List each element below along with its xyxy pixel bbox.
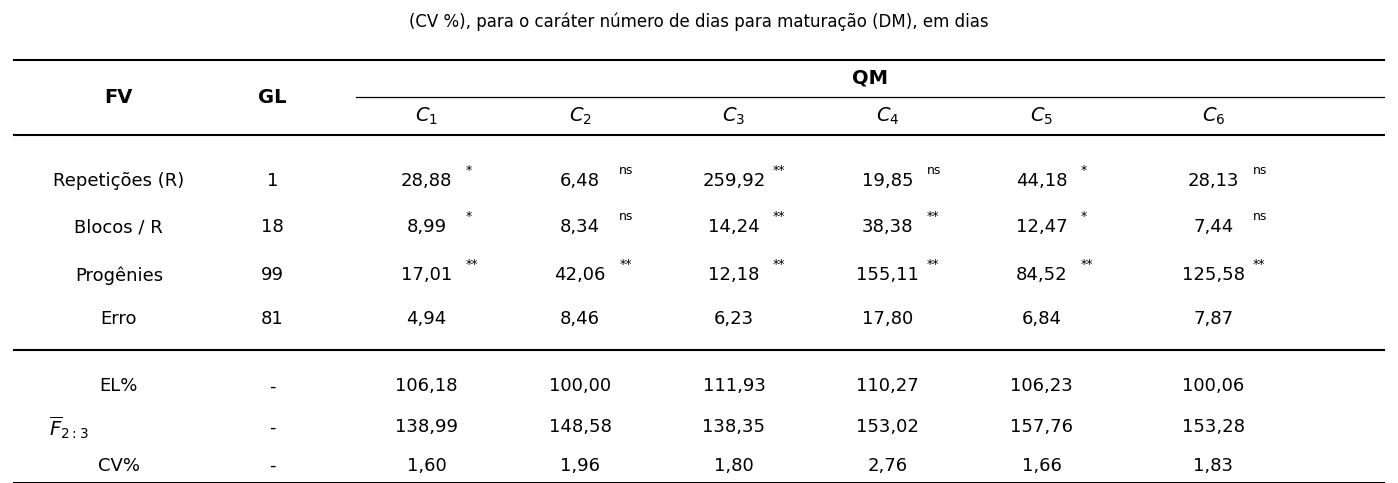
Text: 17,80: 17,80 — [863, 310, 913, 328]
Text: **: ** — [927, 258, 939, 271]
Text: 17,01: 17,01 — [401, 266, 452, 284]
Text: 138,99: 138,99 — [394, 418, 459, 437]
Text: ns: ns — [619, 164, 633, 177]
Text: 106,18: 106,18 — [396, 377, 457, 396]
Text: 19,85: 19,85 — [863, 172, 913, 190]
Text: $\overline{F}_{2:3}$: $\overline{F}_{2:3}$ — [49, 414, 88, 440]
Text: 44,18: 44,18 — [1016, 172, 1067, 190]
Text: ns: ns — [927, 164, 941, 177]
Text: 28,13: 28,13 — [1188, 172, 1239, 190]
Text: *: * — [466, 164, 471, 177]
Text: $C_5$: $C_5$ — [1030, 105, 1053, 127]
Text: 6,23: 6,23 — [714, 310, 754, 328]
Text: FV: FV — [105, 88, 133, 107]
Text: 14,24: 14,24 — [709, 218, 759, 236]
Text: 157,76: 157,76 — [1009, 418, 1074, 437]
Text: **: ** — [773, 164, 786, 177]
Text: 8,99: 8,99 — [407, 218, 446, 236]
Text: **: ** — [773, 258, 786, 271]
Text: **: ** — [1081, 258, 1093, 271]
Text: 28,88: 28,88 — [401, 172, 452, 190]
Text: -: - — [270, 457, 275, 475]
Text: 2,76: 2,76 — [868, 457, 907, 475]
Text: EL%: EL% — [99, 377, 138, 396]
Text: $C_1$: $C_1$ — [415, 105, 438, 127]
Text: 6,84: 6,84 — [1022, 310, 1061, 328]
Text: Erro: Erro — [101, 310, 137, 328]
Text: GL: GL — [259, 88, 287, 107]
Text: *: * — [1081, 164, 1086, 177]
Text: 153,28: 153,28 — [1181, 418, 1246, 437]
Text: 100,00: 100,00 — [549, 377, 611, 396]
Text: 1,80: 1,80 — [714, 457, 754, 475]
Text: 100,06: 100,06 — [1183, 377, 1244, 396]
Text: 1,60: 1,60 — [407, 457, 446, 475]
Text: $C_3$: $C_3$ — [723, 105, 745, 127]
Text: 106,23: 106,23 — [1011, 377, 1072, 396]
Text: 99: 99 — [261, 266, 284, 284]
Text: 18: 18 — [261, 218, 284, 236]
Text: ns: ns — [1253, 164, 1267, 177]
Text: 1,83: 1,83 — [1194, 457, 1233, 475]
Text: 1,66: 1,66 — [1022, 457, 1061, 475]
Text: **: ** — [927, 210, 939, 223]
Text: $C_4$: $C_4$ — [877, 105, 899, 127]
Text: **: ** — [466, 258, 478, 271]
Text: 259,92: 259,92 — [702, 172, 766, 190]
Text: ns: ns — [619, 210, 633, 223]
Text: 12,47: 12,47 — [1016, 218, 1067, 236]
Text: *: * — [466, 210, 471, 223]
Text: 111,93: 111,93 — [703, 377, 765, 396]
Text: Blocos / R: Blocos / R — [74, 218, 164, 236]
Text: 42,06: 42,06 — [555, 266, 605, 284]
Text: (CV %), para o caráter número de dias para maturação (DM), em dias: (CV %), para o caráter número de dias pa… — [410, 12, 988, 30]
Text: 155,11: 155,11 — [857, 266, 918, 284]
Text: *: * — [1081, 210, 1086, 223]
Text: 125,58: 125,58 — [1181, 266, 1246, 284]
Text: $C_2$: $C_2$ — [569, 105, 591, 127]
Text: CV%: CV% — [98, 457, 140, 475]
Text: 153,02: 153,02 — [857, 418, 918, 437]
Text: 6,48: 6,48 — [561, 172, 600, 190]
Text: 7,87: 7,87 — [1194, 310, 1233, 328]
Text: **: ** — [1253, 258, 1265, 271]
Text: 148,58: 148,58 — [549, 418, 611, 437]
Text: 1,96: 1,96 — [561, 457, 600, 475]
Text: 38,38: 38,38 — [863, 218, 913, 236]
Text: 8,34: 8,34 — [561, 218, 600, 236]
Text: **: ** — [773, 210, 786, 223]
Text: -: - — [270, 377, 275, 396]
Text: 84,52: 84,52 — [1016, 266, 1067, 284]
Text: 12,18: 12,18 — [709, 266, 759, 284]
Text: 138,35: 138,35 — [702, 418, 766, 437]
Text: 7,44: 7,44 — [1194, 218, 1233, 236]
Text: 8,46: 8,46 — [561, 310, 600, 328]
Text: Repetições (R): Repetições (R) — [53, 172, 185, 190]
Text: -: - — [270, 418, 275, 437]
Text: Progênies: Progênies — [74, 266, 164, 284]
Text: 1: 1 — [267, 172, 278, 190]
Text: 81: 81 — [261, 310, 284, 328]
Text: **: ** — [619, 258, 632, 271]
Text: 4,94: 4,94 — [407, 310, 446, 328]
Text: 110,27: 110,27 — [857, 377, 918, 396]
Text: $C_6$: $C_6$ — [1202, 105, 1225, 127]
Text: QM: QM — [853, 69, 888, 88]
Text: ns: ns — [1253, 210, 1267, 223]
